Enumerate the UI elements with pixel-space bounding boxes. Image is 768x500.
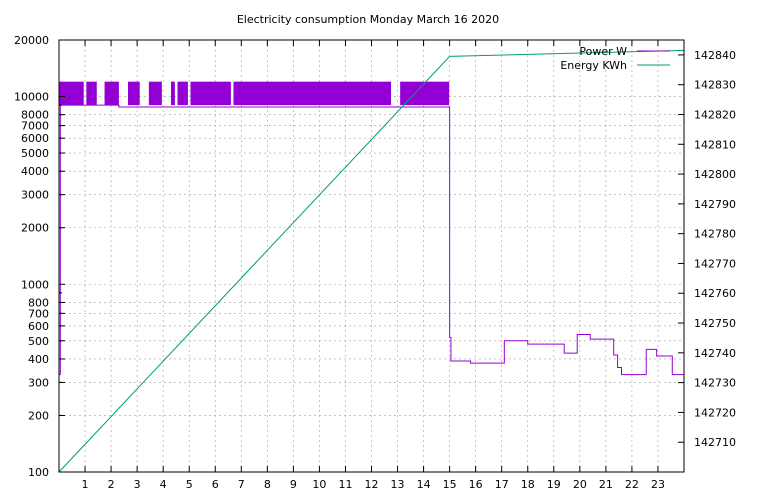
y-left-tick-label: 20000 — [14, 34, 49, 47]
x-tick-label: 6 — [212, 478, 219, 491]
y-left-tick-label: 700 — [28, 307, 49, 320]
y-left-tick-label: 4000 — [21, 165, 49, 178]
y-left-tick-label: 10000 — [14, 91, 49, 104]
power-band-segment — [233, 81, 392, 106]
y-right-tick-label: 142760 — [694, 287, 736, 300]
y-left-tick-label: 800 — [28, 296, 49, 309]
power-band-segment — [59, 81, 84, 106]
y-left-tick-label: 600 — [28, 320, 49, 333]
x-tick-label: 20 — [573, 478, 587, 491]
x-tick-label: 12 — [365, 478, 379, 491]
y-right-tick-label: 142840 — [694, 49, 736, 62]
y-left-tick-label: 7000 — [21, 120, 49, 133]
y-right-tick-label: 142750 — [694, 317, 736, 330]
y-right-tick-label: 142800 — [694, 168, 736, 181]
y-left-tick-label: 3000 — [21, 189, 49, 202]
x-tick-label: 11 — [338, 478, 352, 491]
power-band-segment — [400, 81, 450, 106]
x-tick-label: 2 — [108, 478, 115, 491]
power-band-segment — [128, 81, 140, 106]
y-right-tick-label: 142780 — [694, 228, 736, 241]
legend: Power W Energy KWh — [560, 45, 670, 72]
y-right-tick-label: 142730 — [694, 377, 736, 390]
y-left-tick-label: 300 — [28, 376, 49, 389]
power-band-segment — [177, 81, 188, 106]
x-tick-label: 10 — [312, 478, 326, 491]
y-left-tick-label: 100 — [28, 466, 49, 479]
chart-title: Electricity consumption Monday March 16 … — [237, 13, 499, 26]
y-left-tick-label: 2000 — [21, 222, 49, 235]
y-left-tick-label: 400 — [28, 353, 49, 366]
y-left-tick-label: 500 — [28, 335, 49, 348]
y-right-tick-label: 142790 — [694, 198, 736, 211]
energy-series-line — [58, 49, 685, 473]
y-left-tick-label: 6000 — [21, 132, 49, 145]
x-tick-label: 15 — [443, 478, 457, 491]
y-right-tick-label: 142830 — [694, 79, 736, 92]
power-band-segment — [86, 81, 97, 106]
x-tick-label: 7 — [238, 478, 245, 491]
y-right-tick-label: 142820 — [694, 108, 736, 121]
power-band-segment — [190, 81, 231, 106]
x-tick-label: 23 — [651, 478, 665, 491]
y-right-tick-label: 142710 — [694, 436, 736, 449]
power-band-segment — [104, 81, 119, 106]
power-band-segment — [148, 81, 162, 106]
x-tick-label: 9 — [290, 478, 297, 491]
y-left-tick-label: 5000 — [21, 147, 49, 160]
y-right-tick-label: 142810 — [694, 138, 736, 151]
power-band-segment — [170, 81, 175, 106]
y-left-tick-label: 200 — [28, 409, 49, 422]
x-tick-label: 13 — [391, 478, 405, 491]
legend-energy-label: Energy KWh — [560, 59, 627, 72]
grid-layer — [59, 40, 684, 472]
x-tick-label: 21 — [599, 478, 613, 491]
x-tick-label: 22 — [625, 478, 639, 491]
legend-power-label: Power W — [579, 45, 627, 58]
x-tick-label: 19 — [547, 478, 561, 491]
x-tick-label: 8 — [264, 478, 271, 491]
y-right-tick-label: 142720 — [694, 406, 736, 419]
x-tick-label: 16 — [469, 478, 483, 491]
x-tick-label: 5 — [186, 478, 193, 491]
series-layer — [58, 49, 685, 473]
y-right-tick-label: 142770 — [694, 257, 736, 270]
x-tick-label: 18 — [521, 478, 535, 491]
x-tick-label: 4 — [160, 478, 167, 491]
x-tick-label: 3 — [134, 478, 141, 491]
power-series-line — [59, 104, 684, 376]
x-tick-label: 14 — [417, 478, 431, 491]
axis-layer: 1 2 3 4 5 6 7 8 9 10 11 12 13 14 15 16 17 18 19 20 21 22 23100… — [14, 34, 736, 491]
y-left-tick-label: 8000 — [21, 109, 49, 122]
y-right-tick-label: 142740 — [694, 347, 736, 360]
x-tick-label: 1 — [82, 478, 89, 491]
x-tick-label: 17 — [495, 478, 509, 491]
y-left-tick-label: 1000 — [21, 278, 49, 291]
